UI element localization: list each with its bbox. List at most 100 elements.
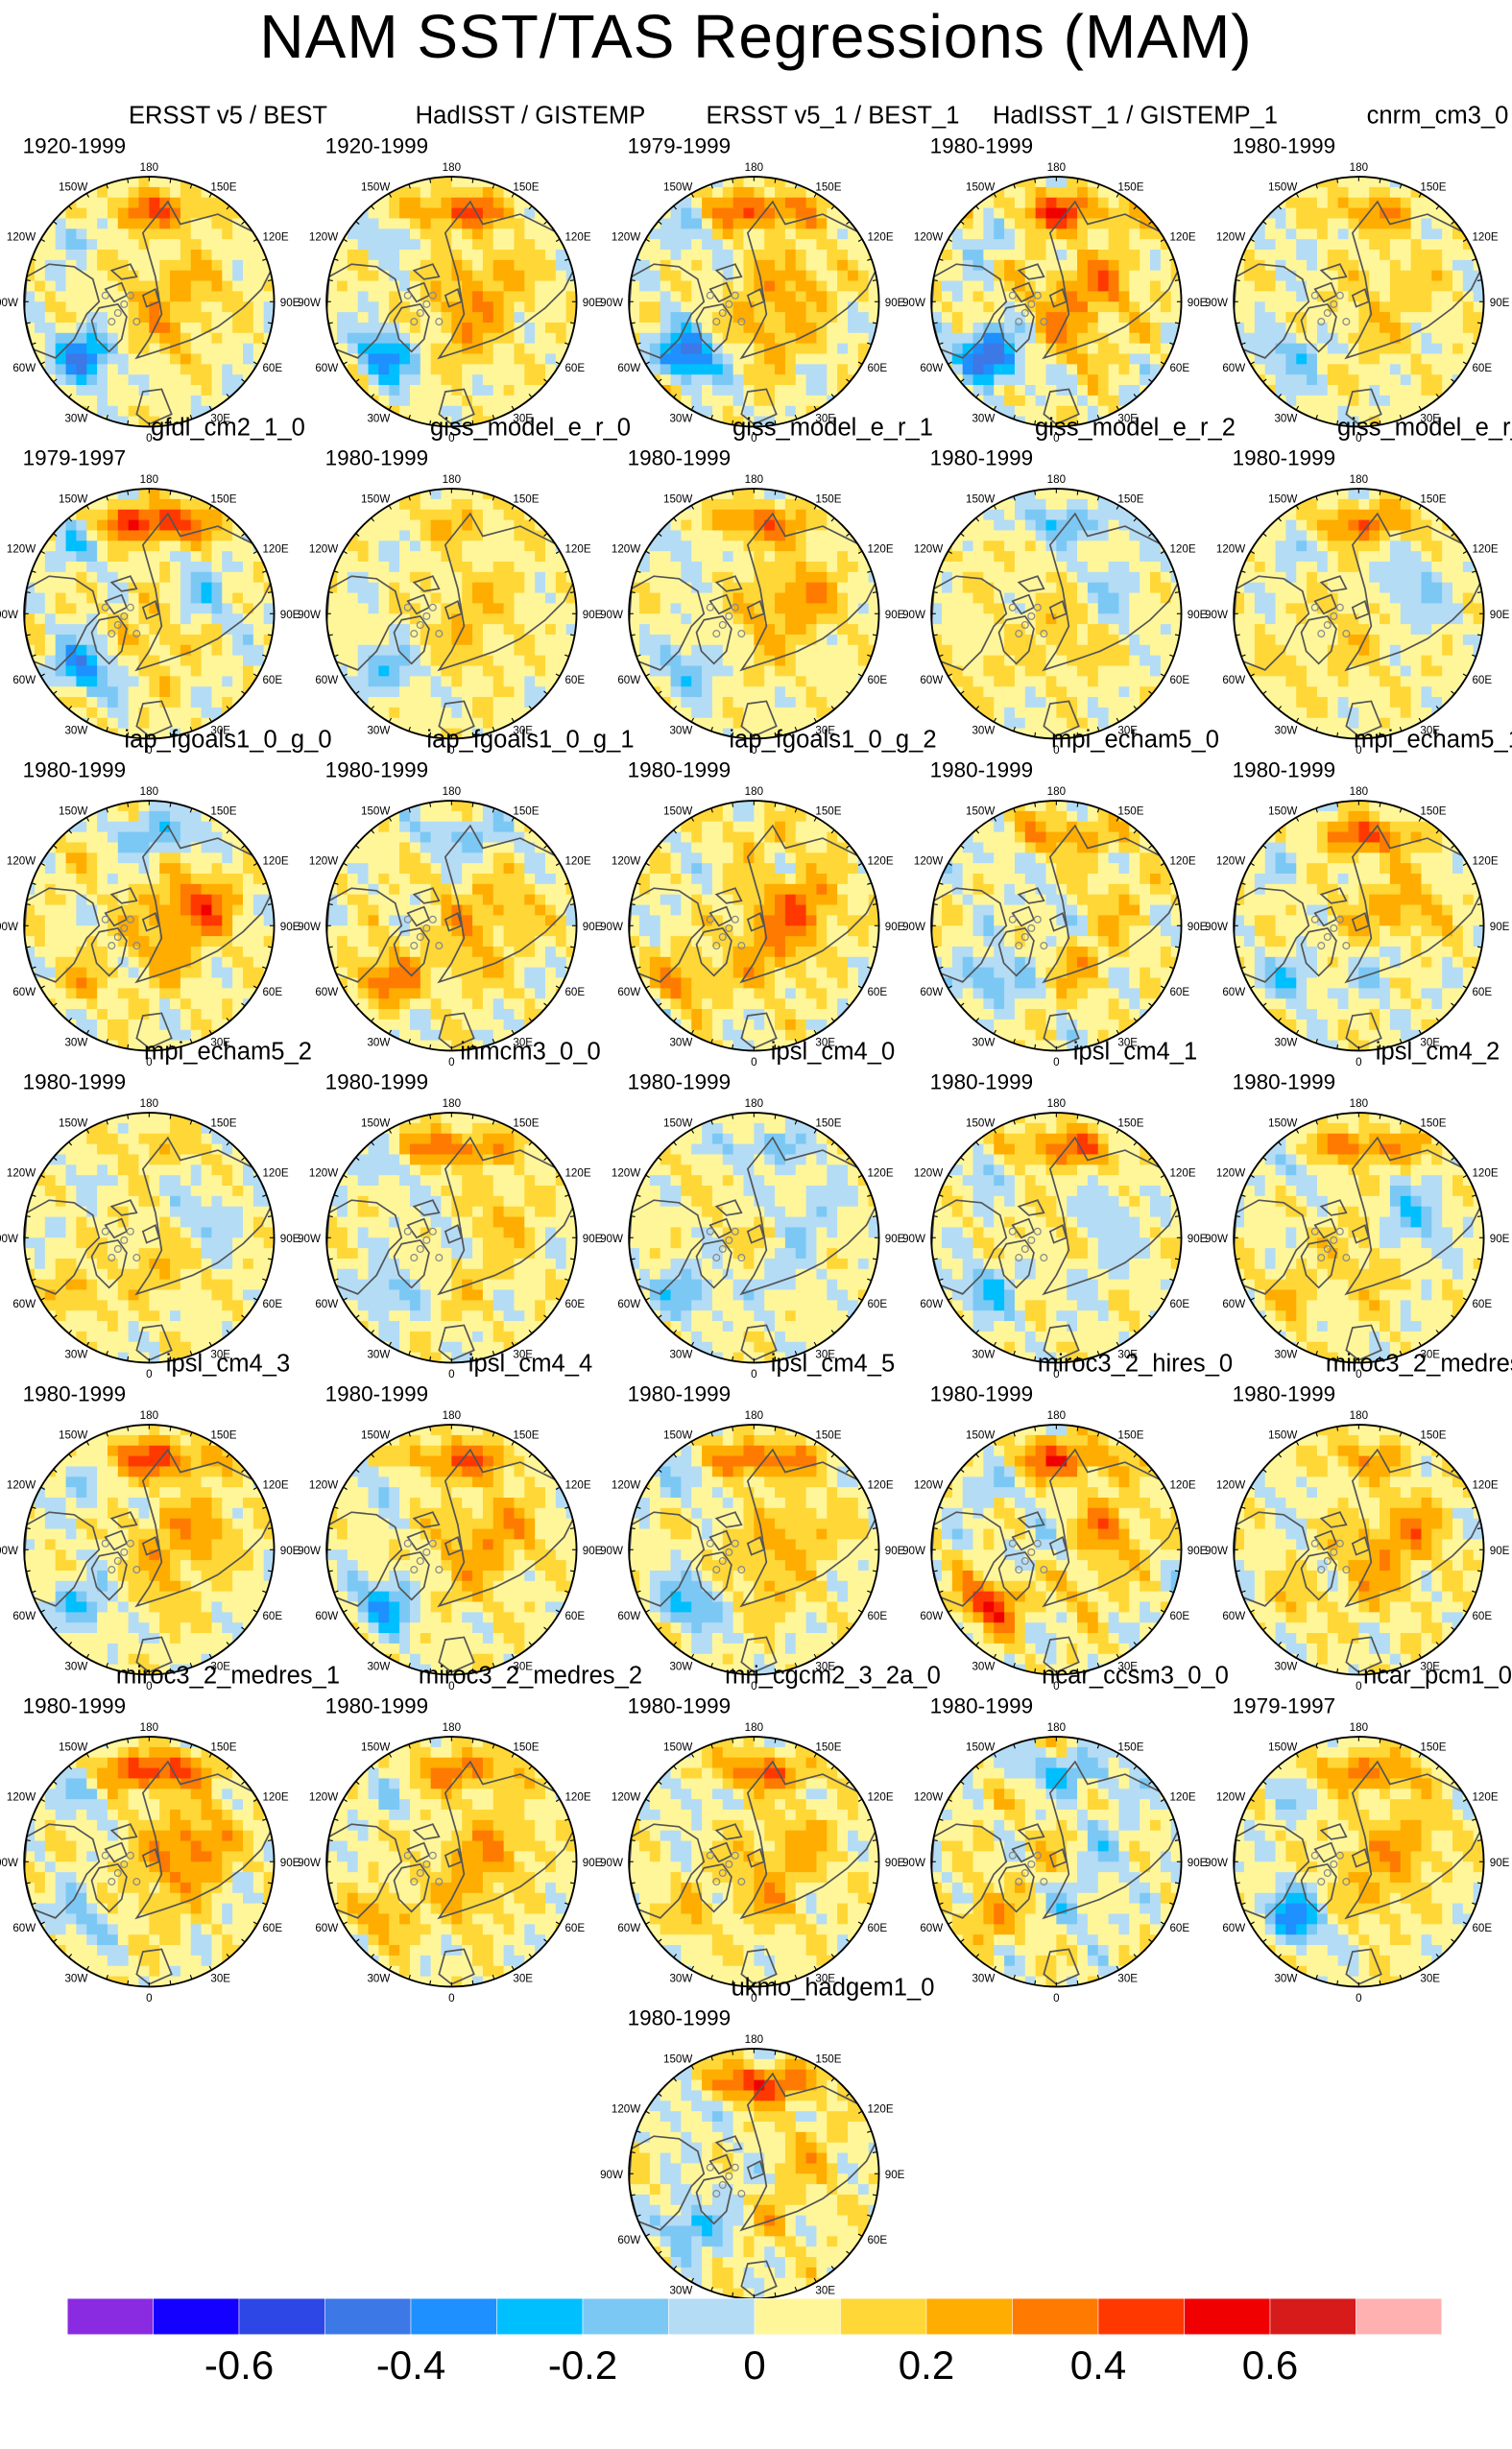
field-cell	[806, 374, 817, 385]
field-cell	[754, 364, 764, 374]
field-cell	[504, 344, 515, 354]
field-cell	[159, 374, 170, 385]
field-cell	[796, 354, 806, 365]
field-cell	[180, 323, 191, 333]
field-cell	[1369, 291, 1380, 301]
field-cell	[493, 301, 504, 312]
field-cell	[952, 551, 963, 562]
field-cell	[1129, 260, 1140, 271]
field-cell	[399, 697, 410, 708]
field-cell	[369, 312, 379, 323]
field-cell	[202, 562, 212, 572]
field-cell	[56, 281, 66, 292]
field-cell	[1088, 323, 1098, 333]
field-cell	[149, 510, 159, 520]
field-cell	[1140, 656, 1150, 666]
field-cell	[994, 239, 1004, 250]
field-cell	[504, 676, 515, 686]
field-cell	[337, 562, 348, 572]
field-cell	[524, 344, 535, 354]
field-cell	[1067, 551, 1077, 562]
field-cell	[545, 624, 556, 635]
field-cell	[733, 540, 744, 551]
field-cell	[170, 645, 180, 656]
field-cell	[1380, 385, 1390, 396]
field-cell	[472, 499, 483, 510]
field-cell	[420, 364, 431, 374]
field-cell	[451, 489, 462, 499]
field-cell	[848, 562, 858, 572]
field-cell	[1421, 344, 1431, 354]
field-cell	[744, 499, 755, 510]
field-cell	[1411, 218, 1422, 228]
field-cell	[754, 374, 764, 385]
field-cell	[785, 593, 796, 604]
field-cell	[76, 530, 86, 540]
field-cell	[1088, 624, 1098, 635]
field-cell	[514, 312, 524, 323]
field-cell	[211, 603, 222, 613]
field-cell	[733, 301, 744, 312]
field-cell	[243, 593, 253, 604]
field-cell	[451, 374, 462, 385]
field-cell	[420, 374, 431, 385]
field-cell	[483, 250, 493, 260]
field-cell	[451, 676, 462, 686]
field-cell	[1358, 396, 1369, 406]
field-cell	[1411, 385, 1422, 396]
field-cell	[963, 301, 973, 312]
field-cell	[1338, 301, 1349, 312]
field-cell	[399, 540, 410, 551]
field-cell	[222, 239, 232, 250]
field-cell	[994, 218, 1004, 228]
field-cell	[1150, 344, 1161, 354]
field-cell	[983, 613, 994, 624]
field-cell	[243, 323, 253, 333]
field-cell	[524, 374, 535, 385]
field-cell	[1296, 260, 1307, 271]
field-cell	[744, 208, 755, 219]
field-cell	[691, 613, 702, 624]
field-cell	[1025, 208, 1036, 219]
field-cell	[816, 676, 827, 686]
field-cell	[1369, 333, 1380, 344]
field-cell	[1077, 676, 1088, 686]
field-cell	[1129, 593, 1140, 604]
field-cell	[1025, 218, 1036, 228]
field-cell	[1349, 301, 1359, 312]
field-cell	[483, 676, 493, 686]
field-cell	[514, 354, 524, 365]
map-label: 90E	[1490, 297, 1510, 309]
field-cell	[524, 218, 535, 228]
field-cell	[848, 603, 858, 613]
field-cell	[1150, 333, 1161, 344]
map-label: 90W	[0, 609, 18, 621]
map-label: 180	[1047, 473, 1066, 486]
field-cell	[1411, 396, 1422, 406]
field-cell	[1380, 323, 1390, 333]
field-cell	[1452, 354, 1463, 365]
field-cell	[493, 708, 504, 718]
field-cell	[691, 572, 702, 583]
field-cell	[337, 281, 348, 292]
field-cell	[1452, 344, 1463, 354]
field-cell	[1098, 708, 1109, 718]
field-cell	[483, 354, 493, 365]
field-cell	[118, 271, 129, 281]
field-cell	[1150, 239, 1161, 250]
field-cell	[97, 396, 108, 406]
field-cell	[1088, 666, 1098, 677]
field-cell	[785, 301, 796, 312]
field-cell	[462, 583, 472, 593]
field-cell	[524, 593, 535, 604]
field-cell	[118, 510, 129, 520]
field-cell	[837, 333, 848, 344]
field-cell	[1025, 344, 1036, 354]
field-cell	[816, 645, 827, 656]
field-cell	[180, 239, 191, 250]
field-cell	[45, 281, 56, 292]
field-cell	[118, 228, 129, 239]
field-cell	[45, 333, 56, 344]
field-cell	[848, 281, 858, 292]
field-cell	[1077, 593, 1088, 604]
